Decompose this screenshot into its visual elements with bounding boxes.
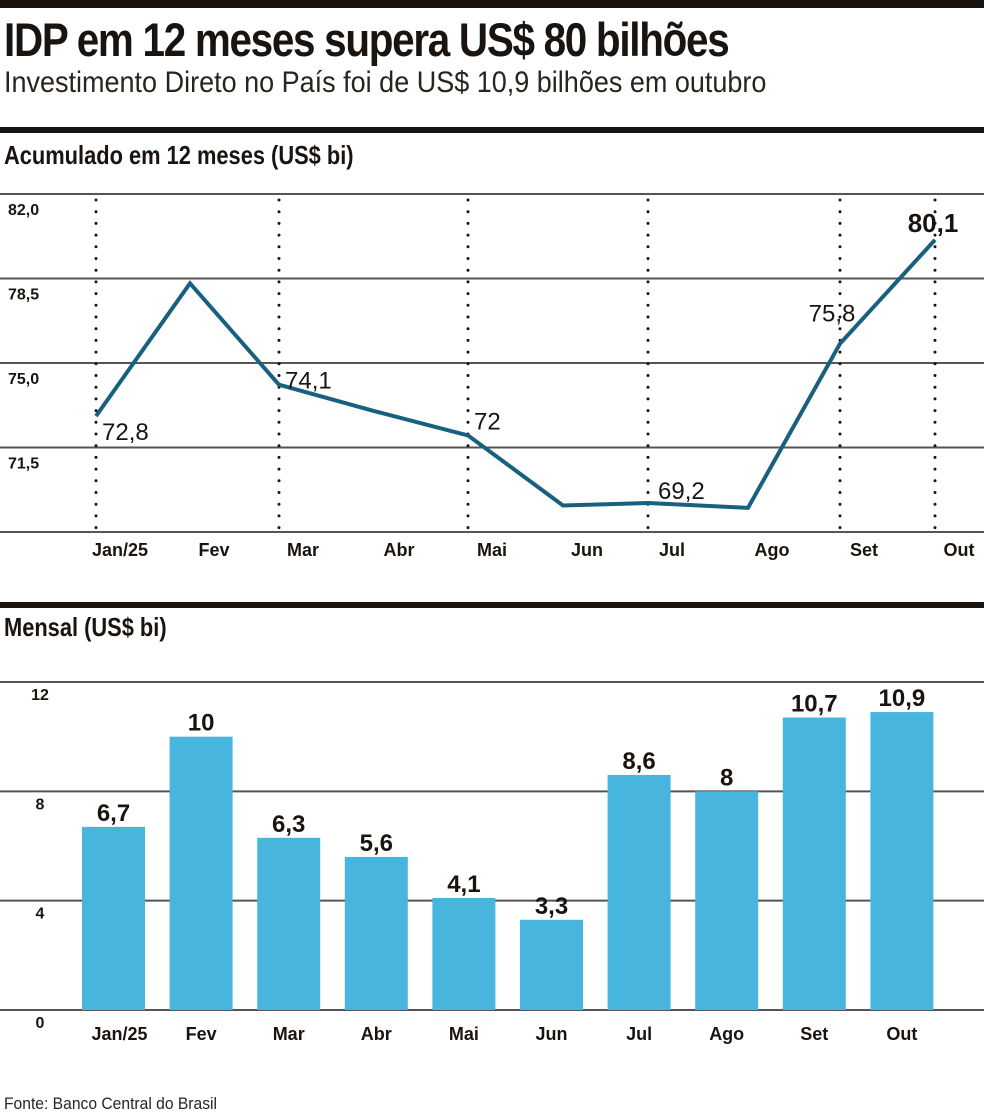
line-series [94, 238, 937, 510]
page-subtitle: Investimento Direto no País foi de US$ 1… [4, 66, 767, 99]
bar [344, 856, 408, 1010]
x-tick-label: Jul [659, 540, 685, 560]
bar-value-label: 5,6 [360, 830, 393, 857]
bar-value-label: 6,3 [272, 811, 305, 838]
section-rule-line-chart [0, 127, 984, 133]
data-label: 74,1 [285, 368, 332, 395]
x-tick-label: Abr [384, 540, 415, 560]
data-label: 75,8 [809, 301, 856, 328]
y-tick-label: 4 [36, 906, 45, 923]
y-tick-label: 75,0 [8, 371, 39, 388]
x-tick-label: Ago [709, 1024, 744, 1044]
y-tick-label: 82,0 [8, 202, 39, 219]
line-chart-title: Acumulado em 12 meses (US$ bi) [4, 140, 354, 170]
y-tick-label: 71,5 [8, 456, 39, 473]
x-tick-label: Out [944, 540, 975, 560]
x-tick-label: Jun [571, 540, 603, 560]
data-label: 72 [474, 408, 501, 435]
y-tick-label: 0 [36, 1015, 45, 1032]
bar [782, 717, 846, 1010]
x-tick-label: Jun [535, 1024, 567, 1044]
x-tick-label: Ago [755, 540, 790, 560]
bar-value-label: 4,1 [447, 871, 480, 898]
y-tick-label: 8 [36, 796, 45, 813]
x-tick-label: Jan/25 [91, 1024, 147, 1044]
x-tick-label: Mar [287, 540, 319, 560]
x-tick-label: Abr [361, 1024, 392, 1044]
bar [870, 712, 934, 1010]
line-chart: 82,0 78,5 75,0 71,5 Jan/25 Fev Mar Abr Mai Jun Ju… [0, 193, 984, 560]
bar [82, 826, 145, 1010]
bar-value-label: 10,7 [791, 691, 838, 718]
bar-value-label: 8 [720, 764, 733, 791]
x-tick-label: Mai [449, 1024, 479, 1044]
y-tick-label: 12 [31, 687, 49, 704]
x-tick-label: Fev [186, 1024, 217, 1044]
bar [432, 897, 496, 1010]
bar [520, 919, 583, 1010]
top-rule [0, 0, 984, 8]
x-tick-label: Set [850, 540, 878, 560]
data-label: 69,2 [658, 478, 705, 505]
x-tick-label: Jul [626, 1024, 652, 1044]
page-title: IDP em 12 meses supera US$ 80 bilhões [4, 13, 730, 66]
bar-value-label: 10,9 [879, 685, 926, 712]
bar [257, 837, 321, 1010]
data-label: 72,8 [102, 419, 149, 446]
bar [695, 791, 759, 1010]
bar-value-label: 3,3 [535, 893, 568, 920]
source-note: Fonte: Banco Central do Brasil [4, 1094, 217, 1113]
y-tick-label: 78,5 [8, 287, 39, 304]
bar-value-label: 6,7 [97, 800, 130, 827]
bar [607, 774, 671, 1010]
section-rule-bar-chart [0, 602, 984, 608]
x-tick-label: Jan/25 [92, 540, 148, 560]
x-tick-label: Fev [198, 540, 229, 560]
x-tick-label: Out [886, 1024, 917, 1044]
bar [169, 736, 233, 1010]
bar-value-label: 8,6 [622, 748, 655, 775]
data-label: 80,1 [908, 208, 959, 238]
x-tick-label: Mar [273, 1024, 305, 1044]
x-tick-label: Set [800, 1024, 828, 1044]
bar-value-label: 10 [188, 710, 215, 737]
x-tick-label: Mai [477, 540, 507, 560]
bar-chart-title: Mensal (US$ bi) [4, 612, 167, 642]
